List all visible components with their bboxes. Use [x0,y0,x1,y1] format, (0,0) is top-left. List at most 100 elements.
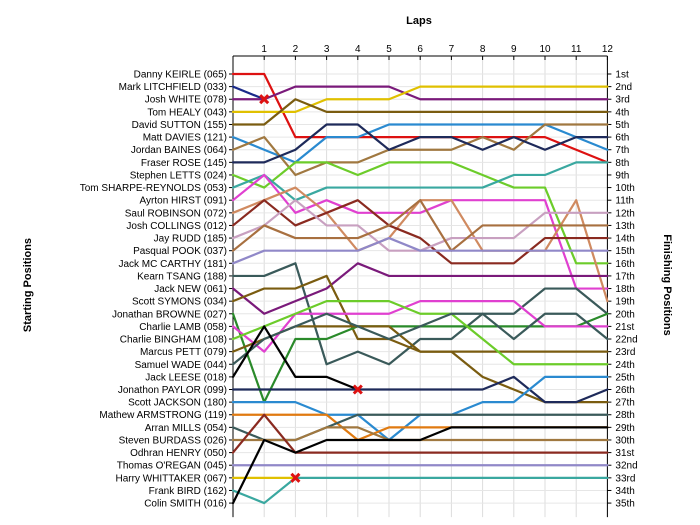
finish-label: 4th [615,107,629,118]
driver-label: Thomas O'REGAN (045) [117,461,227,472]
series-line [231,85,266,101]
series-line [231,199,609,252]
driver-label: Samuel WADE (044) [135,360,227,371]
x-tick-label: 11 [571,44,582,55]
finish-label: 24th [615,360,634,371]
driver-label: Jack LEESE (018) [145,372,227,383]
series-line [231,300,609,366]
x-tick-label: 2 [293,44,299,55]
finish-label: 12th [615,208,634,219]
finish-label: 19th [615,297,634,308]
series-line [231,262,609,315]
finish-label: 7th [615,145,629,156]
driver-label: Jonathan BROWNE (027) [112,309,227,320]
driver-label: Jonathon PAYLOR (099) [118,385,227,396]
x-tick-label: 7 [449,44,455,55]
driver-label: Scott SYMONS (034) [132,297,227,308]
finish-label: 8th [615,158,629,169]
finish-label: 6th [615,133,629,144]
finish-label: 29th [615,423,634,434]
driver-label: Arran MILLS (054) [145,423,227,434]
cross-stroke [352,384,363,395]
driver-label: Colin SMITH (016) [144,499,227,510]
finish-label: 18th [615,284,634,295]
series-line [231,85,609,101]
finish-label: 14th [615,234,634,245]
finish-label: 23rd [615,347,635,358]
finish-label: 22nd [615,335,637,346]
finish-label: 30th [615,435,634,446]
driver-label: Tom HEALY (043) [147,107,227,118]
driver-label: Jack MC CARTHY (181) [118,259,227,270]
driver-label: Kearn TSANG (188) [137,271,227,282]
finish-label: 17th [615,271,634,282]
driver-label: Steven BURDASS (026) [119,435,227,446]
finish-label: 20th [615,309,634,320]
series-line [231,325,359,391]
finish-label: 9th [615,170,629,181]
retirement-cross-icon [290,472,301,483]
finish-label: 3rd [615,95,629,106]
finish-label: 25th [615,372,634,383]
x-tick-label: 6 [417,44,423,55]
retirement-cross-icon [259,94,270,105]
series-lines [231,72,609,505]
driver-label: Mathew ARMSTRONG (119) [99,410,227,421]
driver-label: Harry WHITTAKER (067) [116,473,228,484]
finish-label: 35th [615,499,634,510]
driver-label: Stephen LETTS (024) [130,170,227,181]
driver-label: Mark LITCHFIELD (033) [119,82,227,93]
series-line [231,236,609,265]
series-line [231,426,609,505]
series-line [231,123,609,164]
x-tick-label: 3 [324,44,330,55]
finish-label: 2nd [615,82,632,93]
finish-label: 5th [615,120,629,131]
driver-label: Odhran HENRY (050) [130,448,227,459]
finish-label: 21st [615,322,634,333]
driver-label: Jordan BAINES (064) [131,145,227,156]
finish-label: 26th [615,385,634,396]
driver-label: Marcus PETT (079) [140,347,227,358]
driver-label: Frank BIRD (162) [149,486,227,497]
finish-label: 13th [615,221,634,232]
retirement-cross-icon [352,384,363,395]
cross-stroke [259,94,270,105]
driver-label: Pasqual POOK (037) [133,246,227,257]
x-tick-label: 8 [480,44,486,55]
driver-label: Charlie BINGHAM (108) [120,335,227,346]
driver-label: Tom SHARPE-REYNOLDS (053) [80,183,227,194]
x-tick-label: 5 [386,44,392,55]
finish-label: 32nd [615,461,637,472]
driver-label: Josh WHITE (078) [145,95,227,106]
finish-label: 34th [615,486,634,497]
series-line [231,375,609,404]
finish-label: 27th [615,398,634,409]
finish-label: 16th [615,259,634,270]
driver-label: David SUTTON (155) [132,120,227,131]
retirement-marks [259,94,363,483]
finish-label: 1st [615,70,629,81]
series-line [231,161,609,265]
x-tick-label: 9 [511,44,517,55]
x-tick-label: 12 [602,44,614,55]
finish-label: 28th [615,410,634,421]
series-line [231,98,609,126]
driver-label: Scott JACKSON (180) [128,398,227,409]
series-line [231,123,609,177]
position-labels: Danny KEIRLE (065)Mark LITCHFIELD (033) J… [80,70,638,510]
driver-label: Saul ROBINSON (072) [125,208,227,219]
series-line [231,262,609,366]
cross-stroke [290,472,301,483]
driver-label: Jay RUDD (185) [154,234,227,245]
x-tick-label: 10 [539,44,551,55]
series-line [231,199,609,265]
finish-label: 10th [615,183,634,194]
series-line [231,312,609,366]
x-tick-label: 4 [355,44,361,55]
driver-label: Danny KEIRLE (065) [134,70,227,81]
finish-label: 11th [615,196,634,207]
axes: 1 2 3 4 5 6 7 8 9 10 11 12 [229,44,614,518]
finish-label: 33rd [615,473,635,484]
